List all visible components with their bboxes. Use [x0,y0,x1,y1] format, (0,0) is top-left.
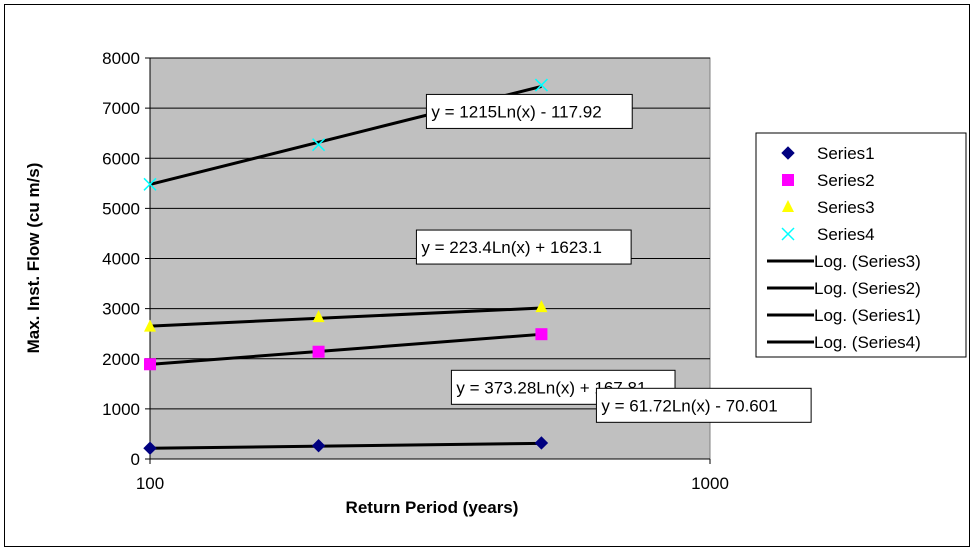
x-tick-label: 1000 [691,474,729,493]
series1-point [311,439,326,453]
x-axis: 100 1000 [136,459,729,493]
y-axis-title: Max. Inst. Flow (cu m/s) [24,163,43,354]
legend-marker [781,227,795,241]
legend-box [755,132,967,358]
y-tick-label: 7000 [102,99,140,118]
legend-label: Log. (Series3) [814,252,921,271]
legend-marker [782,200,794,212]
equation-text: y = 223.4Ln(x) + 1623.1 [421,238,602,257]
equation-label-series4: y = 1215Ln(x) - 117.92 [425,93,633,129]
trendline-series3 [149,306,542,328]
legend-label: Log. (Series2) [814,279,921,298]
marker-stroke [781,227,795,241]
equation-text: y = 1215Ln(x) - 117.92 [431,102,601,121]
equation-label-series1: y = 61.72Ln(x) - 70.601 [595,387,812,423]
equation-box [595,387,812,423]
y-tick-label: 6000 [102,149,140,168]
equation-box [415,229,632,265]
legend-label: Series2 [817,171,875,190]
equation-label-series3: y = 223.4Ln(x) + 1623.1 [415,229,632,265]
y-tick-label: 8000 [102,49,140,68]
x-tick-label: 100 [136,474,164,493]
legend: Series1 Series2 Series3 Series4 Log. (Series… [755,132,967,358]
legend-label: Series1 [817,144,875,163]
equation-text: y = 61.72Ln(x) - 70.601 [601,396,777,415]
legend-label: Log. (Series1) [814,306,921,325]
series2-point [144,358,156,371]
legend-label: Series3 [817,198,875,217]
marker-stroke [534,78,548,92]
marker-stroke [143,177,157,191]
series3-point [144,319,156,332]
series3-point [312,310,325,323]
marker-stroke [312,138,326,152]
legend-label: Log. (Series4) [814,333,921,352]
y-tick-label: 0 [131,450,140,469]
data-points [143,78,549,455]
y-tick-label: 5000 [102,199,140,218]
trendline-series2 [149,332,542,366]
y-tick-label: 1000 [102,400,140,419]
series3-point [535,300,548,313]
legend-label: Series4 [817,225,875,244]
series2-point [312,345,325,358]
series1-point [143,441,157,455]
series1-point [534,436,549,450]
series4-point [534,78,548,92]
series2-point [535,328,548,341]
y-tick-label: 2000 [102,350,140,369]
series4-point [312,138,326,152]
x-axis-title: Return Period (years) [346,498,519,517]
y-tick-label: 4000 [102,250,140,269]
equation-box [425,93,633,129]
y-axis: 0 1000 2000 3000 4000 5000 6000 7000 8000 [102,49,710,469]
legend-marker [782,174,794,186]
trendline-equations: y = 223.4Ln(x) + 1623.1y = 373.28Ln(x) +… [415,93,812,423]
trendline-series1 [149,441,542,450]
legend-marker [781,146,795,160]
y-tick-label: 3000 [102,300,140,319]
series4-point [143,177,157,191]
trendlines [149,84,542,450]
